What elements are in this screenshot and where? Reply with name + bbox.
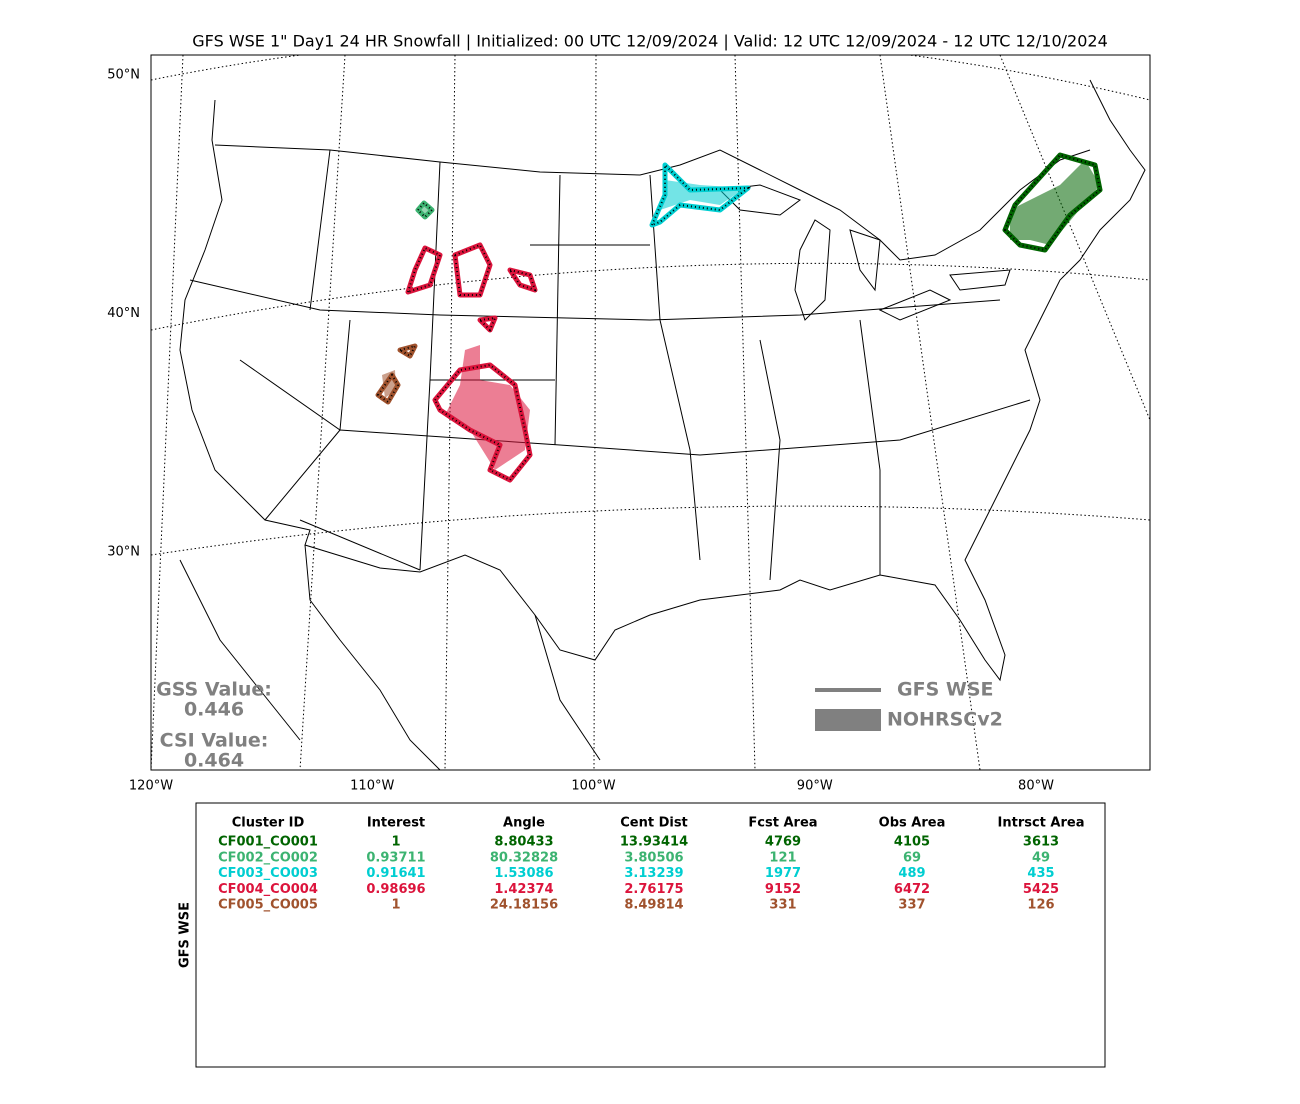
table-cell: 435: [1027, 866, 1054, 881]
table-cell: 9152: [765, 882, 801, 897]
lon-label: 120°W: [129, 779, 173, 794]
us-outline: [179, 79, 1146, 682]
table-cell: 1: [391, 835, 400, 850]
legend-label: GFS WSE: [897, 679, 994, 701]
graticule: [151, 55, 1150, 770]
gss-label: GSS Value:: [156, 679, 272, 701]
lon-label: 100°W: [571, 779, 615, 794]
mexico-coast: [179, 544, 601, 770]
table-cell: 2.76175: [624, 882, 683, 897]
obs-area: [445, 345, 530, 470]
fcst-outline: [415, 200, 435, 220]
table-cell: CF001_CO001: [218, 835, 318, 850]
legend-label: NOHRSCv2: [887, 709, 1003, 731]
table-cell: 5425: [1023, 882, 1059, 897]
lat-label: 40°N: [107, 306, 140, 321]
table-frame: [195, 802, 1106, 1068]
table-cell: 337: [898, 898, 925, 913]
table-side-label: GFS WSE: [178, 902, 193, 968]
table-cell: 69: [903, 850, 921, 865]
table-header: Obs Area: [879, 816, 946, 831]
state-lines: [189, 149, 1031, 581]
table-cell: 8.80433: [494, 835, 553, 850]
table-cell: 489: [898, 866, 925, 881]
fcst-outline-dots: [1003, 153, 1102, 252]
table-cell: 24.18156: [490, 898, 558, 913]
table-cell: 13.93414: [620, 835, 688, 850]
map-frame: [150, 54, 1151, 771]
table-header: Intrsct Area: [998, 816, 1085, 831]
fcst-outline-dots: [376, 344, 417, 404]
great-lakes: [718, 184, 1011, 321]
lon-label: 110°W: [350, 779, 394, 794]
table-header: Fcst Area: [748, 816, 817, 831]
table-cell: 1.42374: [494, 882, 553, 897]
obs-area: [1010, 160, 1100, 245]
table-cell: CF002_CO002: [218, 850, 318, 865]
table-cell: 6472: [894, 882, 930, 897]
table-cell: 0.98696: [366, 882, 425, 897]
table-cell: 3.80506: [624, 850, 683, 865]
table-header: Cent Dist: [620, 816, 688, 831]
table-cell: 1.53086: [494, 866, 553, 881]
table-cell: 126: [1027, 898, 1054, 913]
table-cell: 0.91641: [366, 866, 425, 881]
table-cell: CF004_CO004: [218, 882, 318, 897]
table-header: Cluster ID: [232, 816, 305, 831]
table-cell: 8.49814: [624, 898, 683, 913]
table-cell: 4769: [765, 835, 801, 850]
gss-value: 0.446: [184, 699, 244, 721]
table-cell: 0.93711: [366, 850, 425, 865]
table-cell: 1: [391, 898, 400, 913]
basemap: [151, 55, 1150, 770]
table-cell: 3613: [1023, 835, 1059, 850]
table-cell: 80.32828: [490, 850, 558, 865]
clusters: [375, 152, 1103, 483]
csi-value: 0.464: [184, 750, 244, 772]
table-cell: 331: [769, 898, 796, 913]
legend-patch: [815, 709, 881, 731]
fcst-outline: [405, 242, 538, 483]
table-header: Angle: [503, 816, 545, 831]
lat-label: 50°N: [107, 68, 140, 83]
title: GFS WSE 1" Day1 24 HR Snowfall | Initial…: [192, 32, 1108, 51]
csi-label: CSI Value:: [160, 730, 269, 752]
canada-border: [214, 144, 1091, 261]
lon-label: 90°W: [797, 779, 833, 794]
table-cell: 49: [1032, 850, 1050, 865]
map: GSS Value: 0.446 CSI Value: 0.464: [150, 54, 1151, 772]
table-cell: 3.13239: [624, 866, 683, 881]
fcst-outline-dots: [650, 162, 752, 227]
table-cell: CF003_CO003: [218, 866, 318, 881]
table-cell: 4105: [894, 835, 930, 850]
table-header: Interest: [367, 816, 425, 831]
lat-label: 30°N: [107, 545, 140, 560]
table-cell: 1977: [765, 866, 801, 881]
table-cell: 121: [769, 850, 796, 865]
lon-label: 80°W: [1018, 779, 1054, 794]
table-cell: CF005_CO005: [218, 898, 318, 913]
